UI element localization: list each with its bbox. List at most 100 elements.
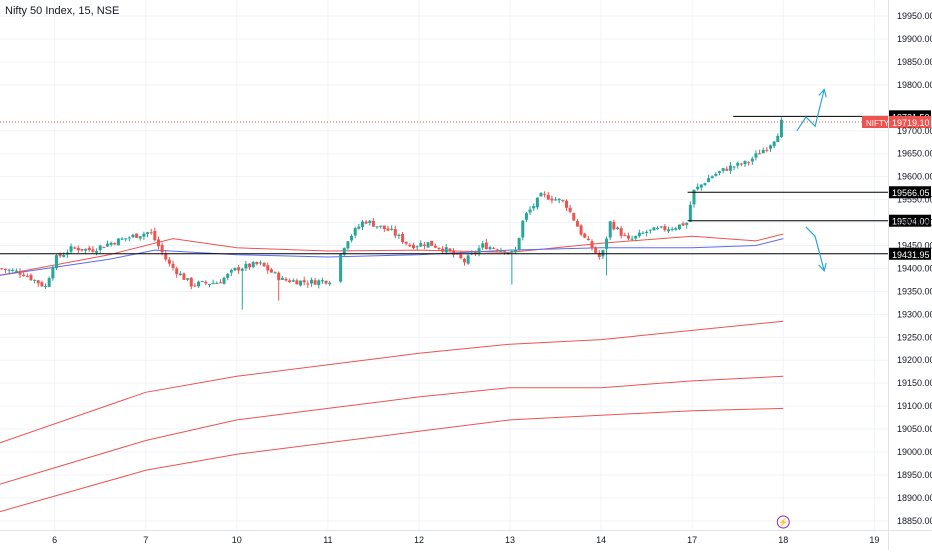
candle-body <box>244 263 248 269</box>
y-tick-label: 19850.00 <box>897 57 932 67</box>
candle-body <box>240 268 244 271</box>
candle-body <box>546 194 550 200</box>
candle-body <box>379 225 383 227</box>
candle-body <box>320 280 324 282</box>
price-tag <box>889 116 931 129</box>
x-tick-label: 7 <box>143 535 148 545</box>
candle-body <box>452 250 456 255</box>
candle-body <box>652 227 656 231</box>
candle-body <box>288 280 292 283</box>
y-tick-label: 18900.00 <box>897 493 932 503</box>
candle-body <box>513 250 517 253</box>
candle-body <box>612 221 616 230</box>
candle-body <box>87 247 91 251</box>
candle-body <box>18 271 22 275</box>
candle-body <box>699 184 703 188</box>
candle-body <box>503 251 507 253</box>
candle-body <box>164 253 168 260</box>
candle-body <box>426 242 430 248</box>
candle-body <box>324 280 328 284</box>
candle-body <box>430 240 434 246</box>
candle-body <box>339 253 343 282</box>
candle-body <box>382 225 386 230</box>
candle-body <box>58 254 62 257</box>
candle-body <box>692 189 696 205</box>
candle-body <box>564 200 568 208</box>
event-icon-glyph: ⚡ <box>778 517 788 527</box>
candle-body <box>681 223 685 226</box>
candle-body <box>142 233 146 237</box>
candle-body <box>62 255 66 257</box>
y-tick-label: 19550.00 <box>897 195 932 205</box>
candle-body <box>273 272 277 274</box>
band-line <box>0 320 784 444</box>
candle-body <box>761 149 765 154</box>
candle-body <box>95 251 99 253</box>
candle-body <box>619 228 623 236</box>
candle-body <box>616 227 620 230</box>
candle-body <box>160 244 164 253</box>
candle-body <box>728 165 732 171</box>
candle-body <box>102 246 106 248</box>
candle-body <box>266 265 270 271</box>
candle-body <box>623 235 627 237</box>
candle-body <box>233 267 237 271</box>
x-tick-label: 18 <box>778 535 788 545</box>
arrow-down-head <box>818 262 827 272</box>
candle-body <box>189 277 193 287</box>
candle-body <box>120 238 124 240</box>
candle-body <box>328 282 332 285</box>
candle-body <box>193 285 197 287</box>
candle-body <box>572 212 576 221</box>
candle-body <box>561 200 565 202</box>
candle-body <box>390 228 394 230</box>
y-tick-label: 19200.00 <box>897 355 932 365</box>
candle-body <box>754 153 758 158</box>
candle-body <box>645 231 649 234</box>
candle-body <box>499 250 503 252</box>
candle-body <box>353 228 357 236</box>
candle-body <box>393 229 397 236</box>
chart-title: Nifty 50 Index, 15, NSE <box>5 5 120 17</box>
candle-body <box>350 235 354 241</box>
candle-body <box>674 228 678 230</box>
candle-body <box>495 249 499 251</box>
candle-body <box>44 286 48 288</box>
candle-body <box>138 236 142 239</box>
candle-body <box>594 247 598 253</box>
candle-body <box>33 279 37 281</box>
candle-body <box>415 246 419 248</box>
candle-body <box>135 233 139 238</box>
candle-body <box>707 178 711 183</box>
candle-body <box>597 253 601 257</box>
candle-body <box>146 232 150 234</box>
x-tick-label: 10 <box>232 535 242 545</box>
candle-body <box>721 168 725 171</box>
candle-body <box>131 234 135 238</box>
candle-body <box>758 153 762 155</box>
candle-body <box>714 174 718 176</box>
candle-body <box>677 224 681 230</box>
candle-body <box>317 280 321 286</box>
candle-body <box>608 221 612 238</box>
candle-body <box>579 225 583 235</box>
candle-body <box>743 160 747 165</box>
candle-body <box>506 252 510 254</box>
candle-body <box>696 186 700 190</box>
candle-body <box>69 246 73 252</box>
candle-body <box>127 237 131 239</box>
candle-body <box>113 243 117 245</box>
x-tick-label: 13 <box>505 535 515 545</box>
x-tick-label: 11 <box>323 535 332 545</box>
candle-body <box>36 280 40 284</box>
y-tick-label: 19050.00 <box>897 424 932 434</box>
candle-body <box>91 249 95 252</box>
candle-body <box>255 261 259 265</box>
candle-body <box>433 245 437 248</box>
candle-body <box>641 232 645 234</box>
candle-body <box>29 274 33 281</box>
candle-body <box>532 206 536 209</box>
y-tick-label: 19450.00 <box>897 240 932 250</box>
candle-body <box>251 262 255 268</box>
candle-body <box>663 226 667 231</box>
